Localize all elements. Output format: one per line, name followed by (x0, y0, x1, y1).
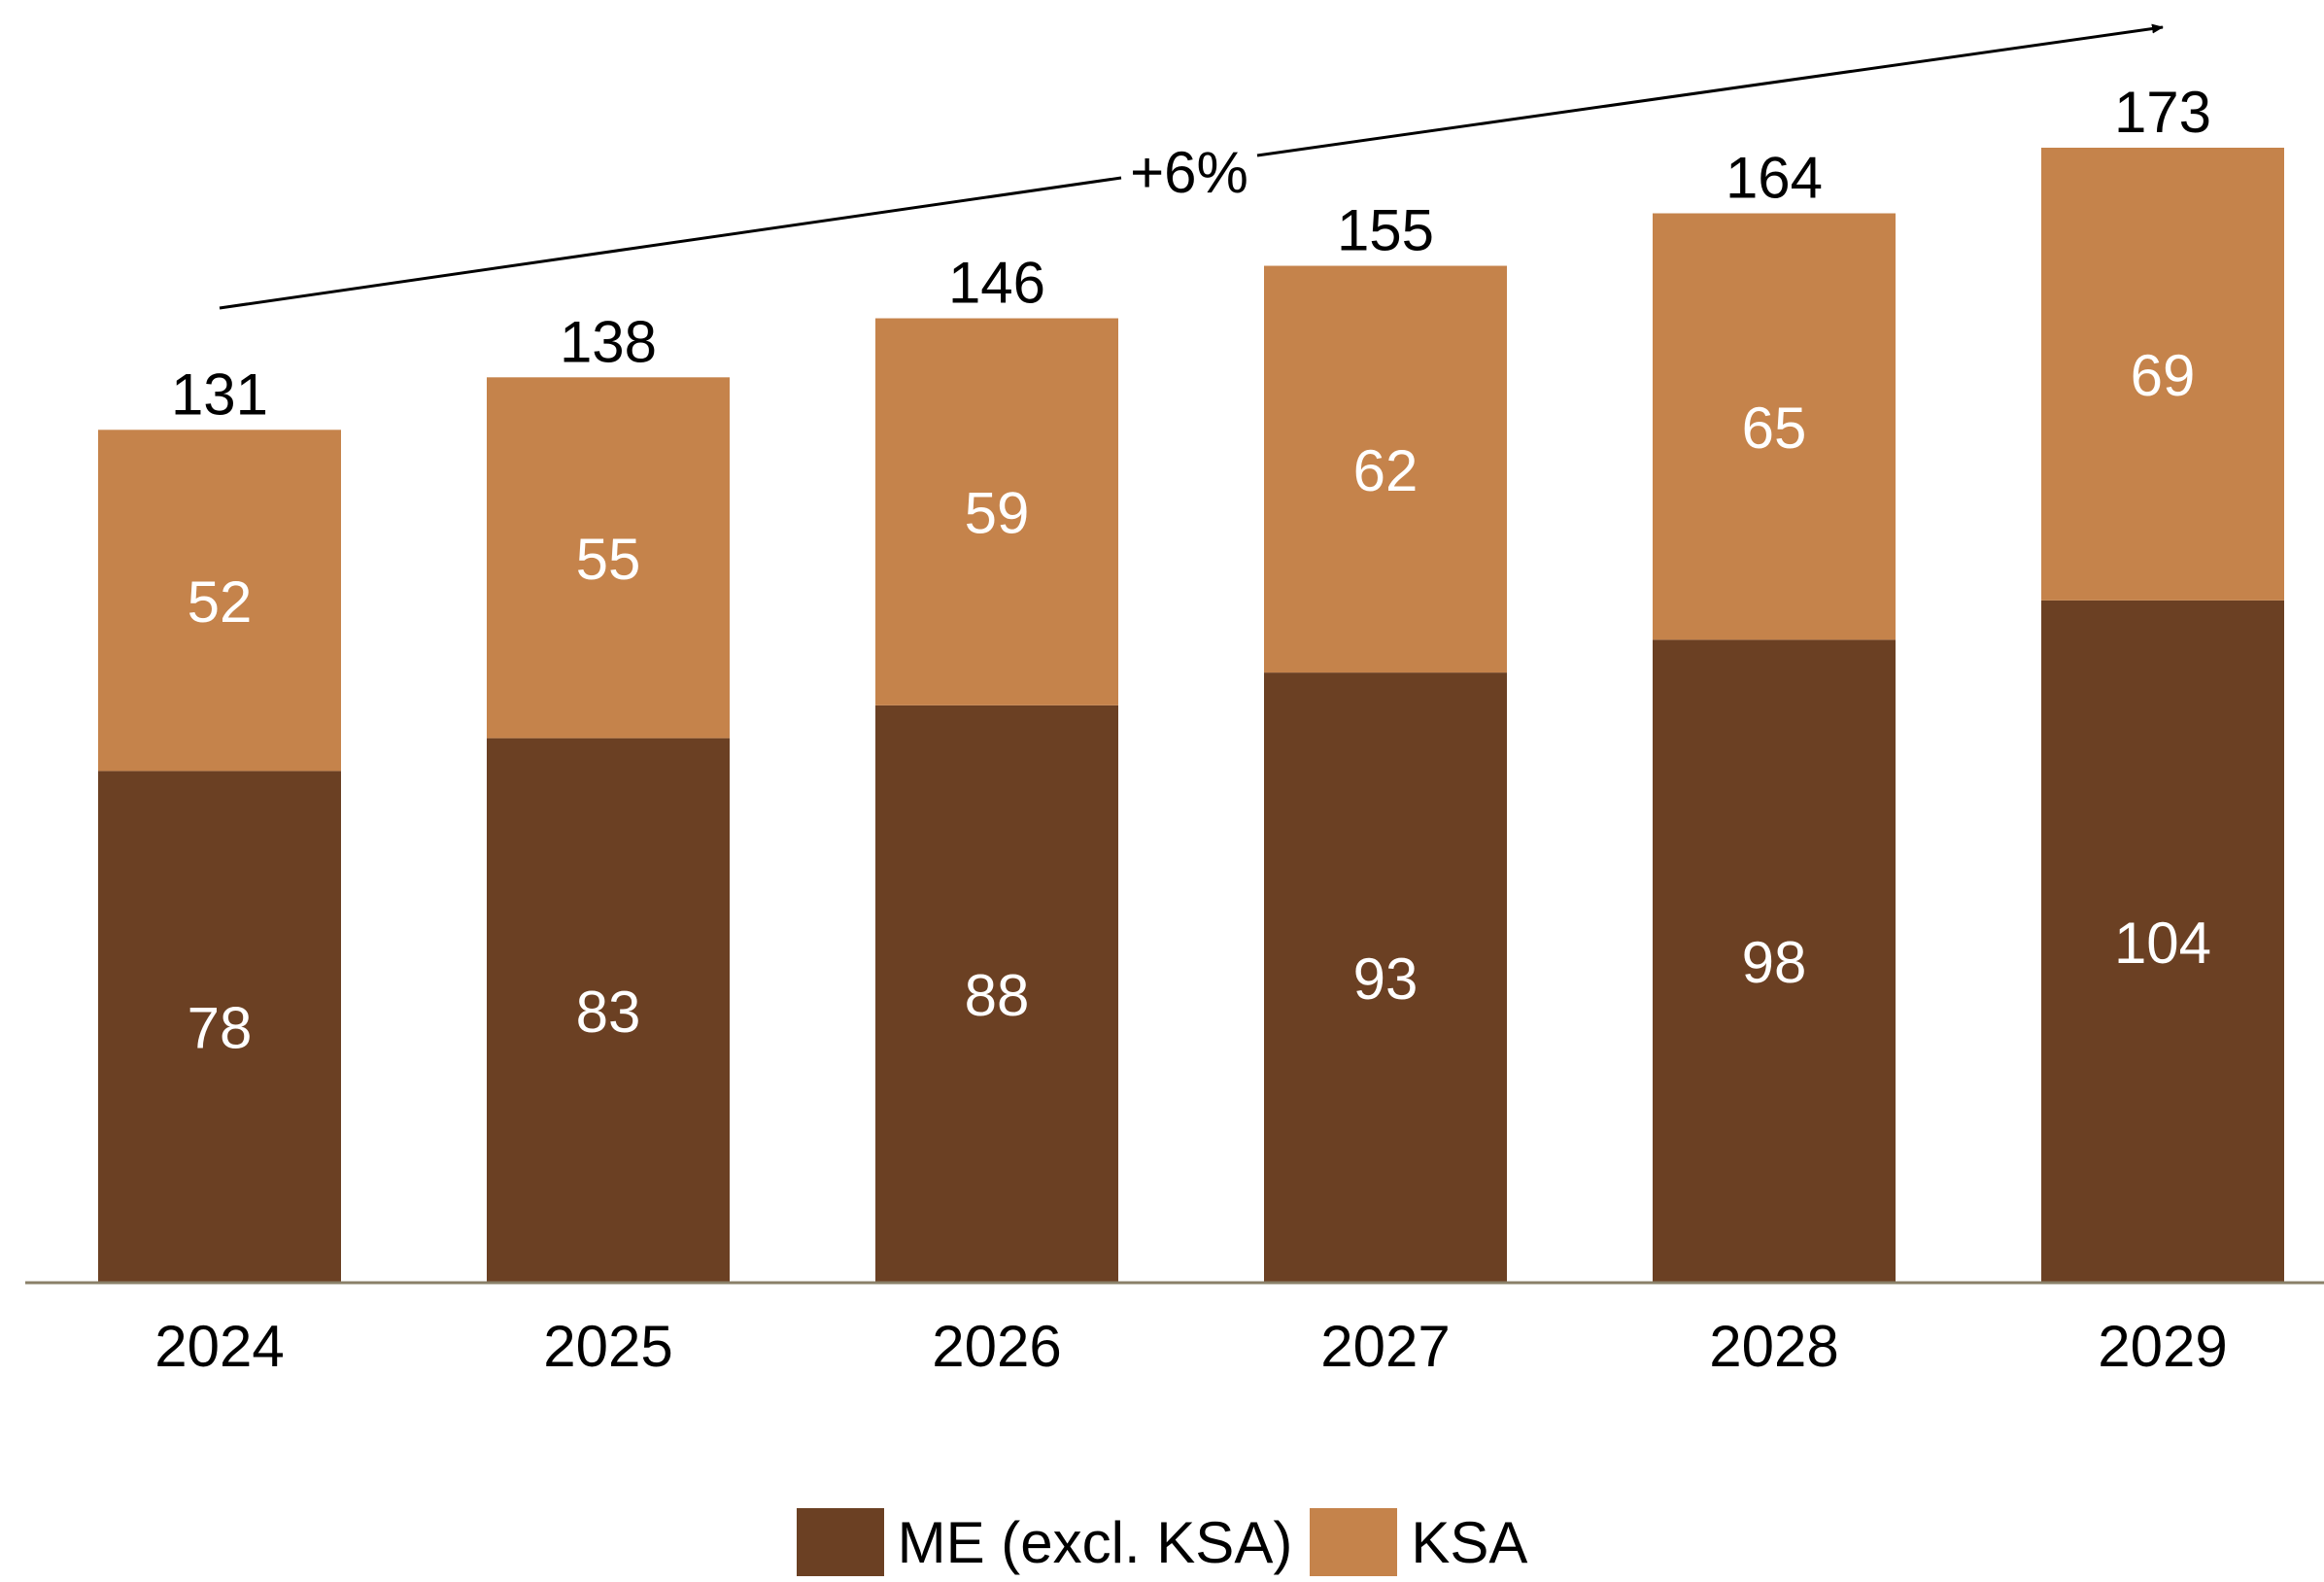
x-tick-label-2029: 2029 (2098, 1314, 2227, 1379)
data-label-me-excl-ksa-2028: 98 (1742, 930, 1807, 995)
legend: ME (excl. KSA) KSA (0, 1508, 2324, 1576)
data-label-ksa-2028: 65 (1742, 396, 1807, 461)
legend-swatch-me-excl-ksa (796, 1508, 884, 1576)
data-label-me-excl-ksa-2026: 88 (965, 963, 1030, 1028)
bar-me-excl-ksa-2028 (1653, 639, 1896, 1283)
bar-me-excl-ksa-2025 (487, 738, 730, 1283)
legend-swatch-ksa (1310, 1508, 1398, 1576)
bar-me-excl-ksa-2024 (98, 771, 341, 1283)
legend-item-ksa: KSA (1310, 1508, 1527, 1576)
cagr-arrow-right (1256, 23, 2164, 157)
total-label-2024: 131 (171, 361, 268, 427)
bar-me-excl-ksa-2027 (1264, 672, 1507, 1283)
bar-me-excl-ksa-2029 (2041, 600, 2284, 1283)
x-tick-label-2025: 2025 (543, 1314, 672, 1379)
cagr-annotation: +6% (219, 23, 2164, 310)
data-label-ksa-2027: 62 (1353, 438, 1418, 503)
data-label-ksa-2026: 59 (965, 481, 1030, 546)
legend-label-me-excl-ksa: ME (excl. KSA) (897, 1509, 1293, 1575)
cagr-label: +6% (1130, 140, 1248, 205)
x-tick-label-2027: 2027 (1320, 1314, 1450, 1379)
labels-layer: 78 52 131 2024 83 55 138 2025 88 59 146 2026 93 62 155… (154, 80, 2227, 1379)
total-label-2027: 155 (1337, 198, 1434, 263)
data-label-ksa-2024: 52 (188, 569, 253, 635)
x-tick-label-2024: 2024 (154, 1314, 284, 1379)
total-label-2026: 146 (948, 251, 1045, 316)
data-label-ksa-2025: 55 (576, 527, 641, 592)
bar-ksa-2026 (875, 318, 1118, 705)
bar-ksa-2029 (2041, 148, 2284, 601)
x-tick-label-2026: 2026 (932, 1314, 1061, 1379)
data-label-ksa-2029: 69 (2131, 343, 2196, 408)
total-label-2028: 164 (1726, 146, 1823, 211)
bar-ksa-2028 (1653, 213, 1896, 640)
legend-item-me-excl-ksa: ME (excl. KSA) (796, 1508, 1293, 1576)
total-label-2025: 138 (560, 309, 657, 374)
data-label-me-excl-ksa-2029: 104 (2114, 911, 2211, 976)
bar-me-excl-ksa-2026 (875, 705, 1118, 1283)
stacked-bar-chart: 78 52 131 2024 83 55 138 2025 88 59 146 2026 93 62 155… (25, 23, 2324, 1379)
data-label-me-excl-ksa-2027: 93 (1353, 946, 1418, 1012)
bar-ksa-2027 (1264, 265, 1507, 673)
x-tick-label-2028: 2028 (1709, 1314, 1838, 1379)
legend-label-ksa: KSA (1411, 1509, 1528, 1575)
bar-ksa-2025 (487, 377, 730, 739)
total-label-2029: 173 (2114, 80, 2211, 145)
bar-ksa-2024 (98, 430, 341, 772)
data-label-me-excl-ksa-2025: 83 (576, 980, 641, 1045)
cagr-arrow-left (219, 176, 1122, 310)
bars-layer (98, 148, 2284, 1283)
data-label-me-excl-ksa-2024: 78 (188, 996, 253, 1061)
